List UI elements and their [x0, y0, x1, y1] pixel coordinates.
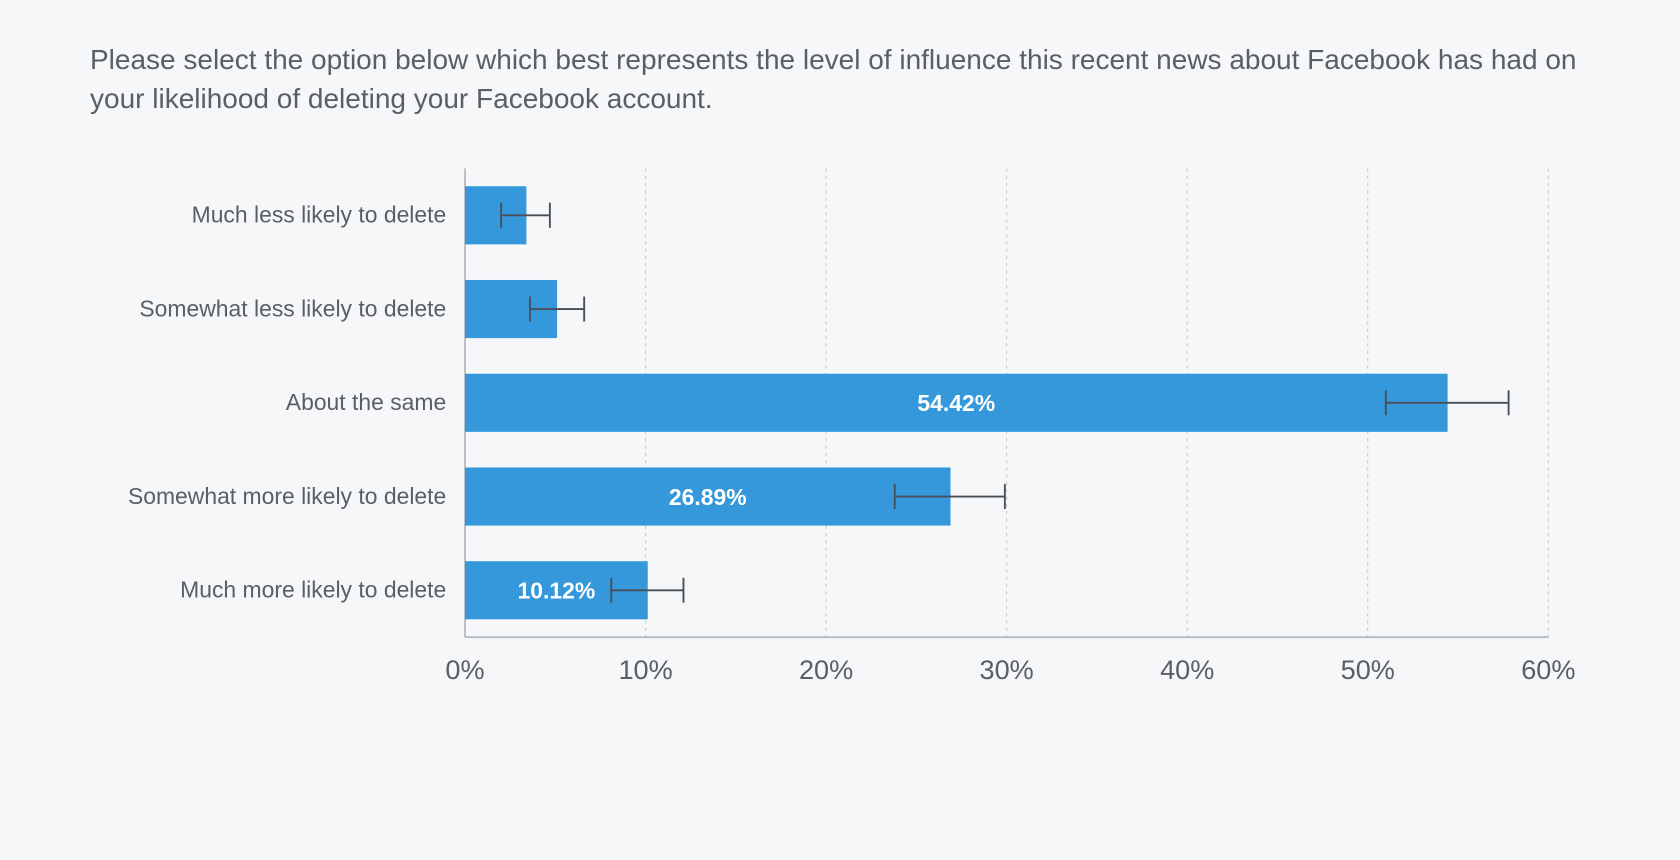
category-label: Somewhat less likely to delete [139, 296, 446, 322]
x-tick-label: 10% [618, 654, 672, 685]
chart-container: Please select the option below which bes… [60, 40, 1620, 700]
category-label: Much more likely to delete [180, 577, 446, 603]
x-tick-label: 60% [1521, 654, 1575, 685]
x-tick-label: 40% [1160, 654, 1214, 685]
x-tick-label: 50% [1341, 654, 1395, 685]
chart-title: Please select the option below which bes… [60, 40, 1620, 118]
category-label: About the same [286, 389, 446, 415]
bar-value-label: 54.42% [917, 390, 995, 416]
x-tick-label: 30% [980, 654, 1034, 685]
x-tick-label: 0% [445, 654, 484, 685]
bar-value-label: 10.12% [518, 578, 596, 604]
bar-value-label: 26.89% [669, 484, 747, 510]
x-tick-label: 20% [799, 654, 853, 685]
category-label: Somewhat more likely to delete [128, 483, 446, 509]
chart-svg: Much less likely to delete Somewhat less … [90, 158, 1590, 700]
category-label: Much less likely to delete [192, 202, 447, 228]
chart-plot-area: Much less likely to delete Somewhat less … [60, 158, 1620, 700]
